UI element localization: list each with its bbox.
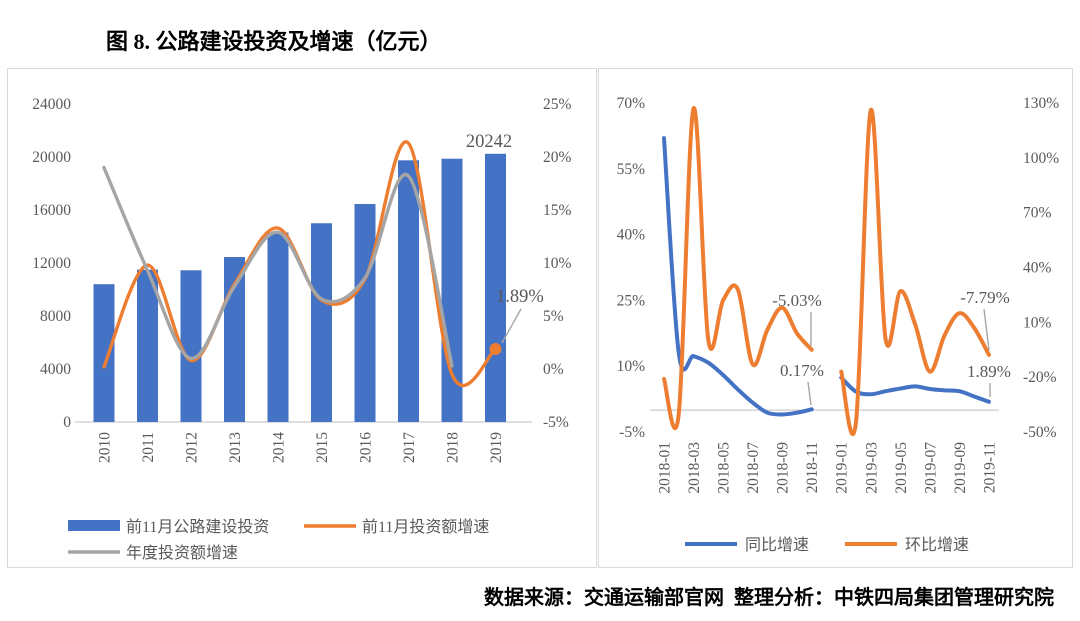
- right-axis-tick: 10%: [543, 255, 572, 272]
- x-tick-label: 2012: [184, 432, 201, 463]
- bar: [137, 269, 158, 422]
- left-axis-tick: 12000: [32, 255, 71, 272]
- legend-label: 年度投资额增速: [126, 544, 238, 562]
- data-label: 0.17%: [780, 361, 824, 380]
- data-label: -7.79%: [960, 288, 1010, 307]
- right-axis-tick: -50%: [1023, 424, 1057, 441]
- right-axis-tick: -20%: [1023, 369, 1057, 386]
- right-axis-tick: 15%: [543, 202, 572, 219]
- right-axis-tick: 40%: [1023, 260, 1052, 277]
- left-axis-tick: 24000: [32, 96, 71, 113]
- left-axis-tick: 55%: [617, 161, 646, 178]
- x-tick-label: 2019-09: [952, 442, 969, 494]
- legend-label: 前11月公路建设投资: [126, 518, 269, 536]
- x-tick-label: 2018-07: [745, 442, 762, 494]
- x-tick-label: 2018-01: [657, 442, 674, 494]
- legend-label: 环比增速: [905, 536, 969, 554]
- left-axis-tick: 70%: [617, 95, 646, 112]
- bar: [180, 270, 202, 422]
- right-axis-tick: 100%: [1023, 150, 1059, 167]
- x-tick-label: 2019-05: [893, 442, 910, 494]
- right-axis-tick: 130%: [1023, 95, 1059, 112]
- data-label: 1.89%: [967, 362, 1011, 381]
- x-tick-label: 2019-01: [834, 442, 851, 494]
- bar: [398, 160, 419, 422]
- left-axis-tick: 8000: [40, 308, 71, 325]
- line-series-mom: [839, 108, 991, 436]
- data-label: 1.89%: [496, 287, 544, 307]
- left-axis-tick: 40%: [617, 227, 646, 244]
- x-tick-label: 2017: [401, 432, 418, 463]
- line-series-yoy: [839, 375, 991, 404]
- figure-title: 图 8. 公路建设投资及增速（亿元）: [106, 29, 442, 54]
- x-tick-label: 2016: [358, 432, 375, 463]
- annotation-leader-line: [807, 381, 812, 406]
- left-axis-tick: 10%: [617, 358, 646, 375]
- x-tick-label: 2018-09: [775, 442, 792, 494]
- x-tick-label: 2010: [97, 432, 114, 463]
- line-series-mom: [662, 106, 814, 431]
- left-axis-tick: 20000: [32, 149, 71, 166]
- x-tick-label: 2019: [488, 432, 505, 463]
- data-label: 20242: [466, 132, 512, 152]
- x-tick-label: 2018-11: [804, 442, 821, 493]
- left-axis-tick: 16000: [32, 202, 71, 219]
- right-axis-tick: 5%: [543, 308, 564, 325]
- left-axis-tick: 25%: [617, 292, 646, 309]
- right-chart-panel: -5% 10% 25% 40% 55% 70% -50% -20% 10% 40% 70% 100% 1…: [598, 68, 1073, 568]
- legend-swatch-bar: [68, 520, 120, 531]
- annotation-leader-line: [501, 308, 522, 344]
- end-marker: [489, 342, 502, 355]
- left-chart-panel: 0 4000 8000 12000 16000 20000 24000 -5% 0% 5% 10% 1…: [7, 68, 597, 568]
- left-axis-tick: 0: [63, 414, 71, 431]
- right-axis-tick: 25%: [543, 96, 572, 113]
- line-series-gray: [102, 165, 454, 368]
- x-tick-label: 2019-11: [981, 442, 998, 493]
- legend-label: 同比增速: [745, 536, 809, 554]
- x-tick-label: 2011: [140, 432, 157, 462]
- bar: [93, 284, 115, 422]
- bar: [311, 223, 332, 422]
- investment-chart: 0 4000 8000 12000 16000 20000 24000 -5% 0% 5% 10% 1…: [32, 96, 572, 562]
- right-axis-tick: 70%: [1023, 205, 1052, 222]
- monthly-growth-chart: -5% 10% 25% 40% 55% 70% -50% -20% 10% 40% 70% 100% 1…: [617, 95, 1060, 554]
- x-tick-label: 2013: [227, 432, 244, 463]
- x-tick-label: 2015: [314, 432, 331, 463]
- source-note: 数据来源：交通运输部官网 整理分析：中铁四局集团管理研究院: [484, 587, 1054, 609]
- line-series-yoy: [662, 136, 814, 417]
- right-axis-tick: -5%: [543, 414, 569, 431]
- x-tick-label: 2018-05: [716, 442, 733, 494]
- x-tick-label: 2018: [445, 432, 462, 463]
- bar: [354, 204, 376, 422]
- left-axis-tick: 4000: [40, 361, 71, 378]
- x-tick-label: 2014: [271, 432, 288, 463]
- right-axis-tick: 10%: [1023, 314, 1052, 331]
- data-label: -5.03%: [772, 291, 822, 310]
- x-tick-label: 2018-03: [686, 442, 703, 494]
- x-tick-label: 2019-03: [863, 442, 880, 494]
- right-axis-tick: 0%: [543, 361, 564, 378]
- x-tick-label: 2019-07: [922, 442, 939, 494]
- left-axis-tick: -5%: [619, 424, 645, 441]
- bar: [267, 232, 289, 422]
- right-axis-tick: 20%: [543, 149, 572, 166]
- legend-label: 前11月投资额增速: [362, 518, 489, 536]
- annotation-leader-line: [983, 308, 990, 351]
